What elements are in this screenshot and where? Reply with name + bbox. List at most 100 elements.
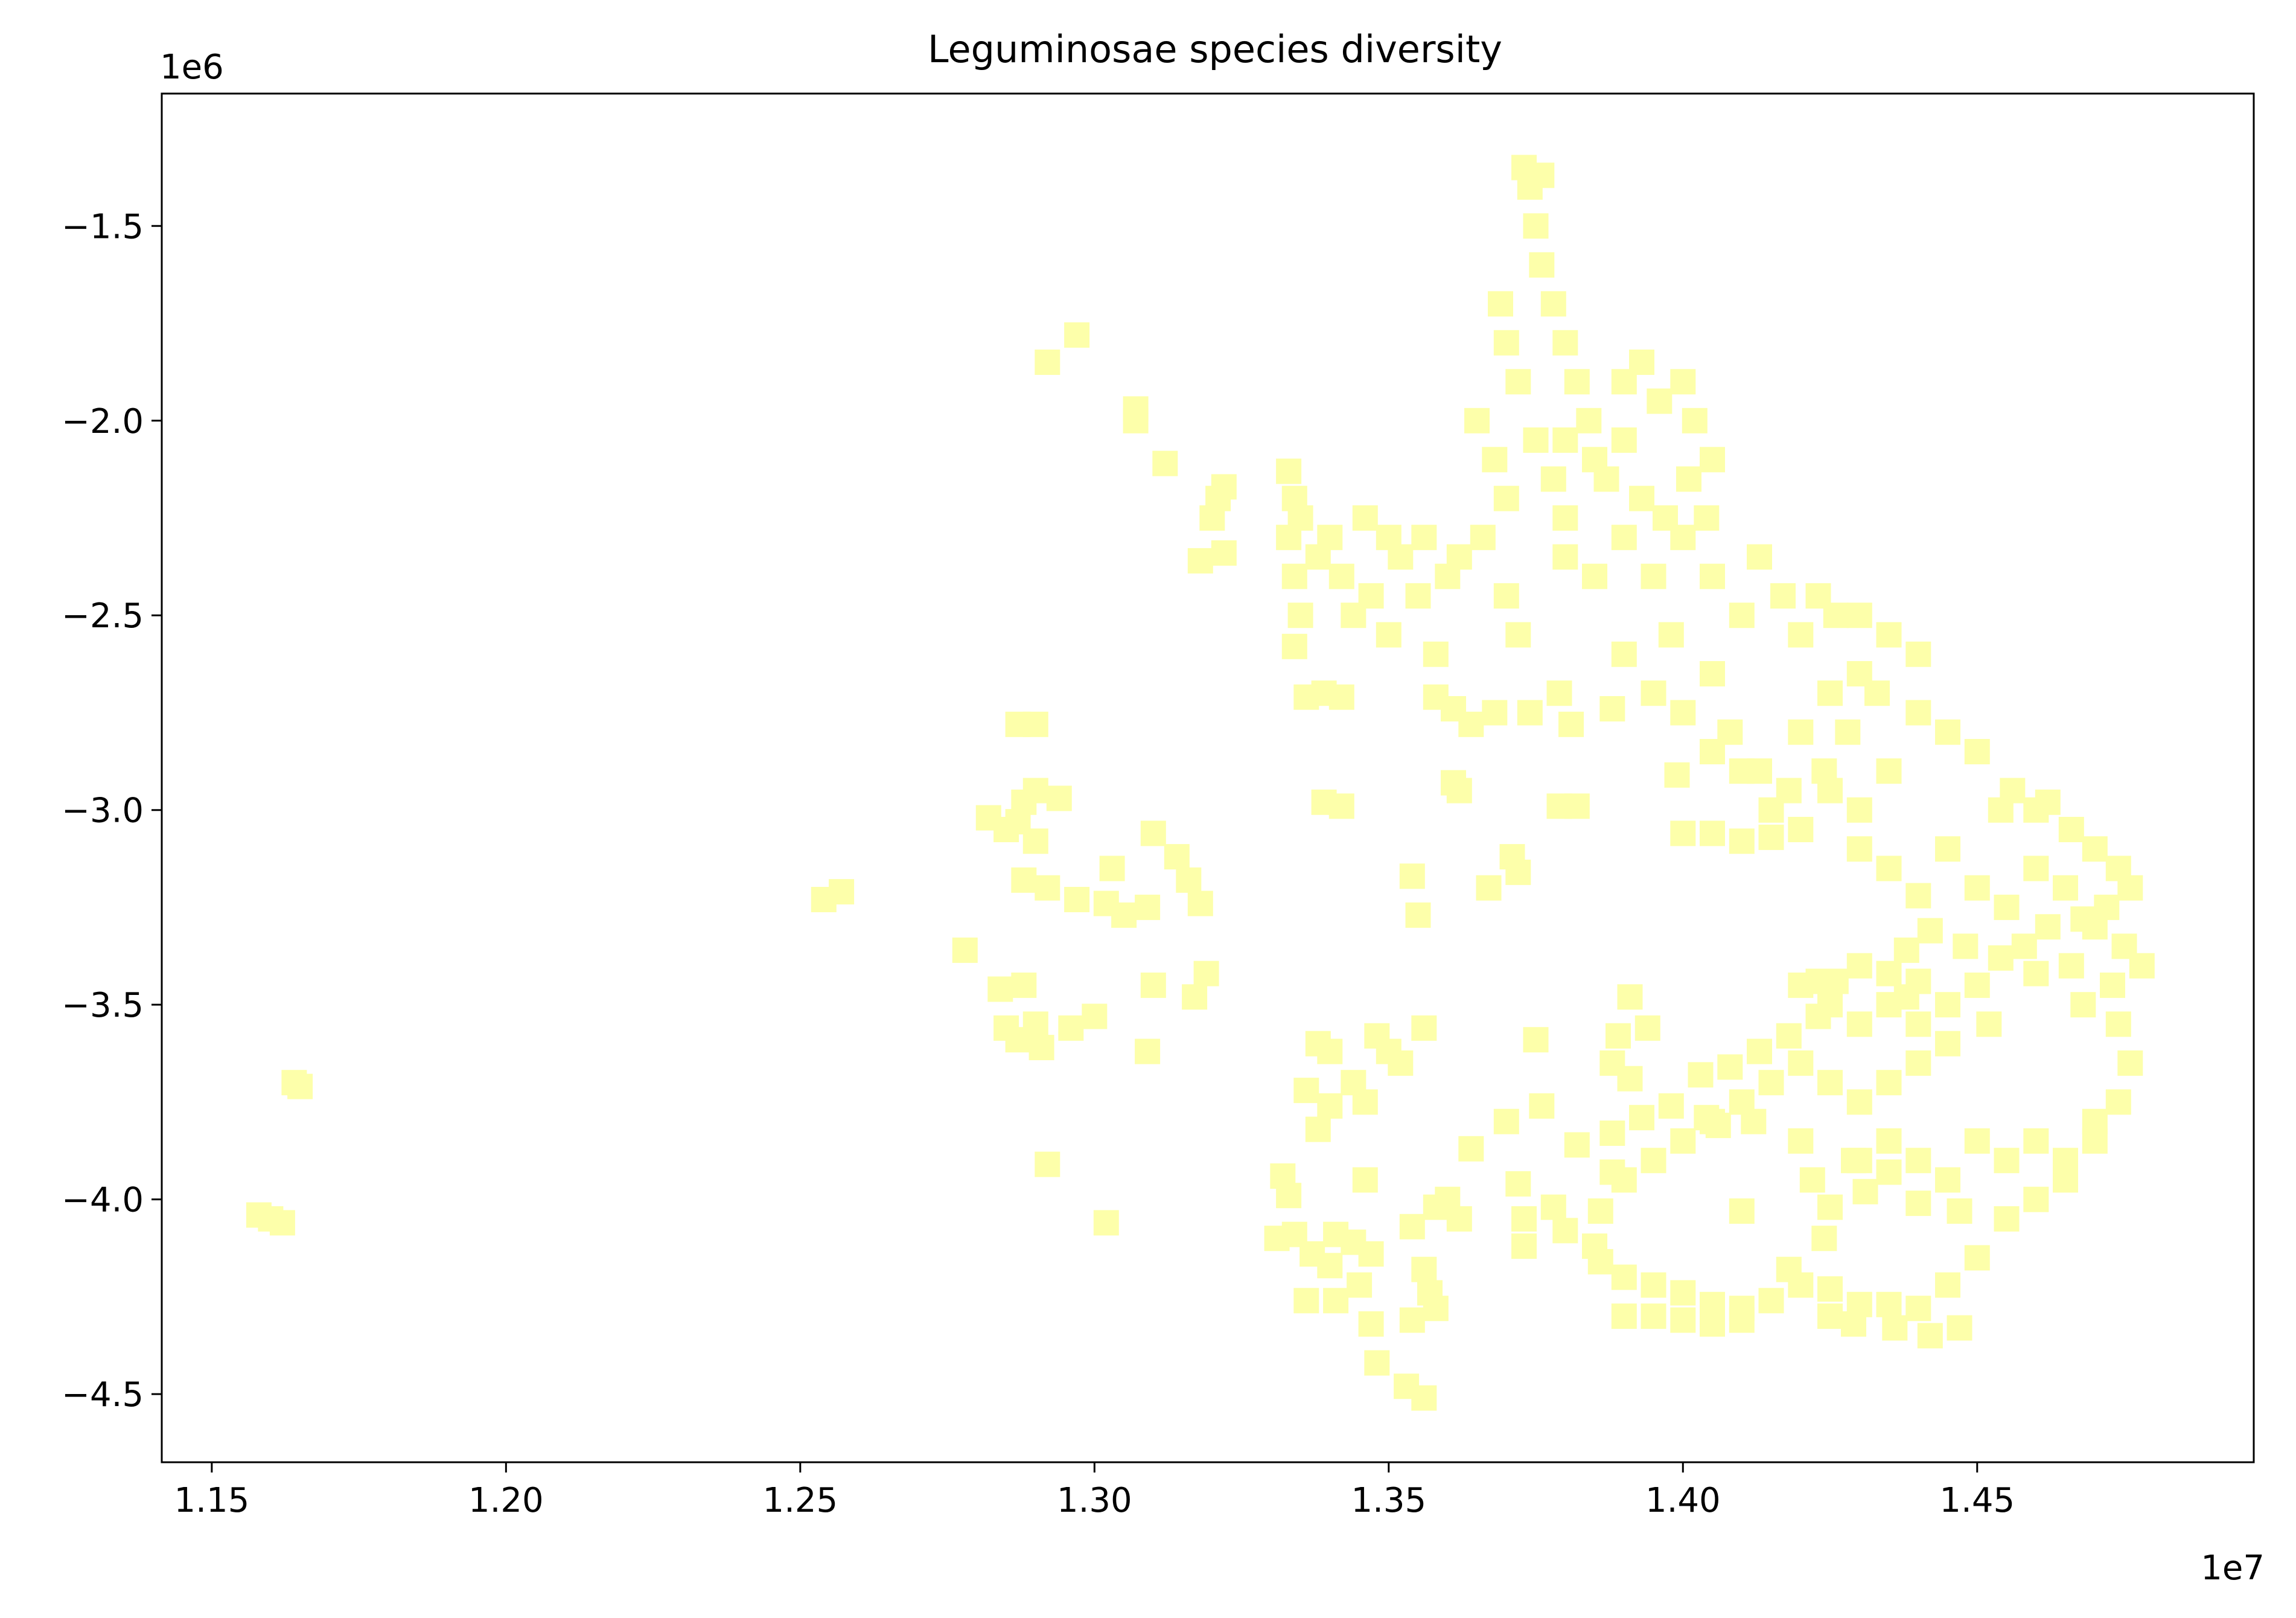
data-point — [1458, 711, 1484, 737]
data-point — [1776, 1023, 1802, 1049]
x-tick-label: 1.30 — [1057, 1481, 1132, 1520]
data-point — [1717, 719, 1743, 745]
data-point — [1882, 1315, 1908, 1341]
data-point — [1905, 641, 1931, 667]
data-point — [952, 937, 978, 963]
x-tick-label: 1.35 — [1351, 1481, 1426, 1520]
data-point — [1905, 1011, 1931, 1037]
data-point — [1935, 1272, 1960, 1298]
data-point — [1823, 603, 1849, 628]
data-point — [1976, 1011, 2002, 1037]
data-point — [1935, 719, 1960, 745]
data-point — [1317, 1038, 1343, 1064]
data-point — [1546, 680, 1572, 706]
data-point — [1599, 696, 1625, 721]
data-point — [1152, 450, 1178, 476]
data-point — [1082, 1003, 1108, 1029]
data-point — [829, 879, 855, 905]
data-point — [1482, 700, 1508, 726]
data-point — [1358, 1241, 1384, 1267]
data-point — [2105, 1089, 2131, 1115]
data-point — [1405, 583, 1431, 609]
data-point — [1446, 544, 1472, 570]
data-point — [1611, 525, 1637, 551]
data-point — [1670, 1280, 1696, 1306]
data-point — [1817, 1194, 1843, 1220]
data-point — [1988, 945, 2014, 971]
axes-frame — [161, 92, 2255, 1463]
data-point — [2023, 961, 2049, 986]
data-point — [1564, 369, 1590, 395]
data-point — [1653, 505, 1678, 531]
data-point — [1841, 1148, 1866, 1174]
data-point — [1505, 1171, 1531, 1197]
data-point — [1846, 603, 1872, 628]
y-tick-label: −3.0 — [62, 791, 144, 831]
data-point — [1446, 778, 1472, 804]
data-point — [1805, 1003, 1831, 1029]
x-axis: 1.15 1.20 1.25 1.30 1.35 1.40 1.45 — [174, 1462, 2015, 1520]
data-point — [1700, 563, 1725, 589]
data-point — [1994, 1148, 2020, 1174]
data-point — [1776, 778, 1802, 804]
x-axis-offset-label: 1e7 — [2201, 1549, 2265, 1588]
data-point — [1688, 1062, 1714, 1088]
data-point — [1917, 1323, 1943, 1349]
data-point — [1011, 867, 1037, 893]
data-point — [1611, 1303, 1637, 1329]
data-point — [1164, 844, 1190, 870]
data-point — [1046, 785, 1072, 811]
data-point — [1464, 408, 1490, 433]
x-tick-label: 1.45 — [1939, 1481, 2015, 1520]
data-point — [2105, 1011, 2131, 1037]
data-point — [1634, 1015, 1660, 1041]
data-point — [1058, 1015, 1084, 1041]
data-point — [1317, 525, 1343, 551]
data-point — [1758, 1288, 1784, 1314]
data-point — [1611, 641, 1637, 667]
data-point — [1035, 1151, 1060, 1177]
data-point — [2117, 875, 2143, 901]
data-point — [1293, 1288, 1319, 1314]
data-point — [1629, 350, 1654, 375]
data-point — [1458, 1136, 1484, 1162]
data-point — [1670, 1307, 1696, 1333]
data-point — [1694, 505, 1720, 531]
x-tick-label: 1.15 — [174, 1481, 250, 1520]
data-point — [2023, 1186, 2049, 1212]
data-point — [1199, 505, 1225, 531]
data-point — [1552, 330, 1578, 356]
data-point — [1187, 548, 1213, 574]
data-point — [1358, 1311, 1384, 1337]
data-point — [1317, 1253, 1343, 1279]
data-point — [1523, 1027, 1549, 1053]
data-point — [1022, 828, 1048, 854]
data-point — [1022, 778, 1048, 804]
data-point — [1505, 859, 1531, 885]
data-point — [1964, 1128, 1990, 1154]
data-point — [1529, 1093, 1555, 1119]
data-point — [1817, 680, 1843, 706]
data-point — [1811, 1226, 1837, 1252]
data-point — [1729, 603, 1755, 628]
data-point — [1599, 1121, 1625, 1146]
data-point — [1182, 984, 1208, 1010]
data-point — [1846, 797, 1872, 823]
data-point — [1281, 563, 1307, 589]
data-point — [1540, 1194, 1566, 1220]
data-point — [1611, 427, 1637, 453]
data-point — [1211, 540, 1237, 566]
data-point — [1423, 641, 1449, 667]
data-point — [1388, 1050, 1414, 1076]
data-point — [1852, 1178, 1878, 1204]
y-axis: −1.5 −2.0 −2.5 −3.0 −3.5 −4.0 −4.5 — [62, 207, 162, 1415]
data-point — [1517, 700, 1543, 726]
data-point — [1488, 291, 1513, 317]
data-point — [1846, 836, 1872, 862]
data-point — [1658, 622, 1684, 648]
data-point — [1576, 408, 1602, 433]
data-point — [2070, 992, 2096, 1018]
data-point — [1817, 1303, 1843, 1329]
data-point — [269, 1210, 295, 1236]
